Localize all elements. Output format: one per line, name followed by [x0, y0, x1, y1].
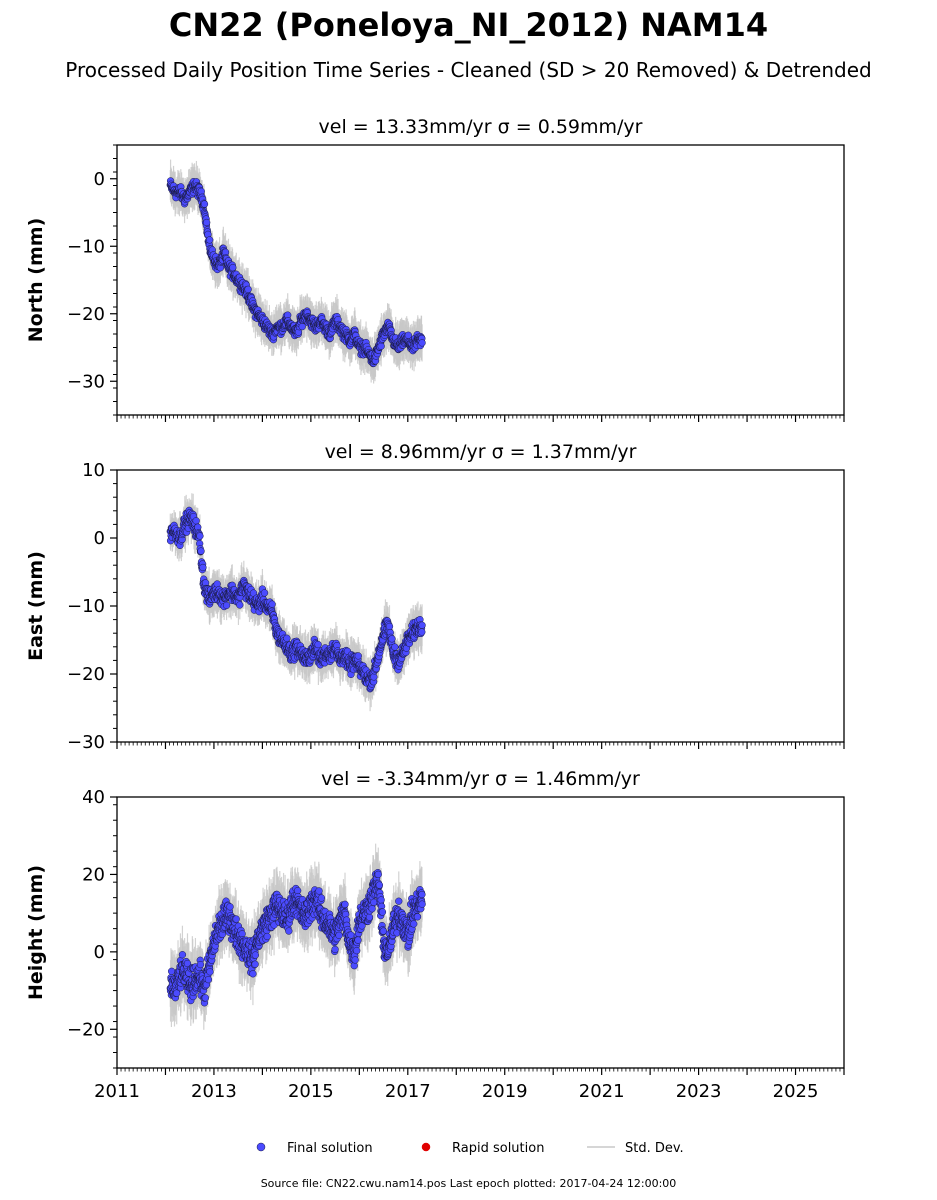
data-point: [229, 263, 237, 272]
chart-subtitle: Processed Daily Position Time Series - C…: [65, 58, 872, 82]
plot-frame: [116, 144, 845, 416]
data-point: [314, 640, 322, 649]
chart-main-title: CN22 (Poneloya_NI_2012) NAM14: [168, 6, 769, 44]
y-axis-label: North (mm): [25, 218, 47, 343]
data-point: [283, 634, 291, 642]
data-point: [391, 643, 399, 651]
data-point: [192, 517, 200, 525]
data-point: [197, 547, 205, 555]
data-point: [370, 673, 378, 681]
data-point: [418, 621, 426, 629]
data-point: [196, 532, 204, 540]
y-tick-label: −30: [67, 371, 105, 392]
data-point: [388, 635, 396, 643]
data-point: [385, 622, 394, 631]
data-point: [199, 563, 207, 572]
data-point: [418, 339, 426, 347]
data-point: [244, 285, 252, 293]
data-point: [205, 236, 214, 244]
y-tick-label: −20: [67, 304, 105, 325]
y-tick-label: 0: [94, 169, 105, 190]
y-tick-label: −20: [67, 664, 105, 685]
y-tick-label: 0: [94, 528, 105, 549]
data-point: [200, 200, 209, 208]
data-point: [354, 652, 362, 660]
y-axis-label: Height (mm): [25, 865, 47, 1000]
data-point: [222, 601, 231, 610]
panel-title: vel = 13.33mm/yr σ = 0.59mm/yr: [319, 116, 643, 138]
data-point: [203, 218, 211, 227]
data-point: [298, 322, 306, 331]
y-tick-label: 10: [82, 460, 105, 481]
panel-title: vel = -3.34mm/yr σ = 1.46mm/yr: [321, 768, 640, 790]
y-tick-label: −30: [67, 732, 105, 753]
data-point: [236, 601, 244, 609]
data-point: [418, 628, 426, 636]
data-point: [260, 589, 269, 597]
y-tick-label: −10: [67, 236, 105, 257]
y-tick-label: −10: [67, 596, 105, 617]
panel-title: vel = 8.96mm/yr σ = 1.37mm/yr: [325, 441, 637, 463]
data-point: [268, 600, 276, 608]
data-point: [377, 342, 385, 350]
y-axis-label: East (mm): [25, 551, 47, 661]
